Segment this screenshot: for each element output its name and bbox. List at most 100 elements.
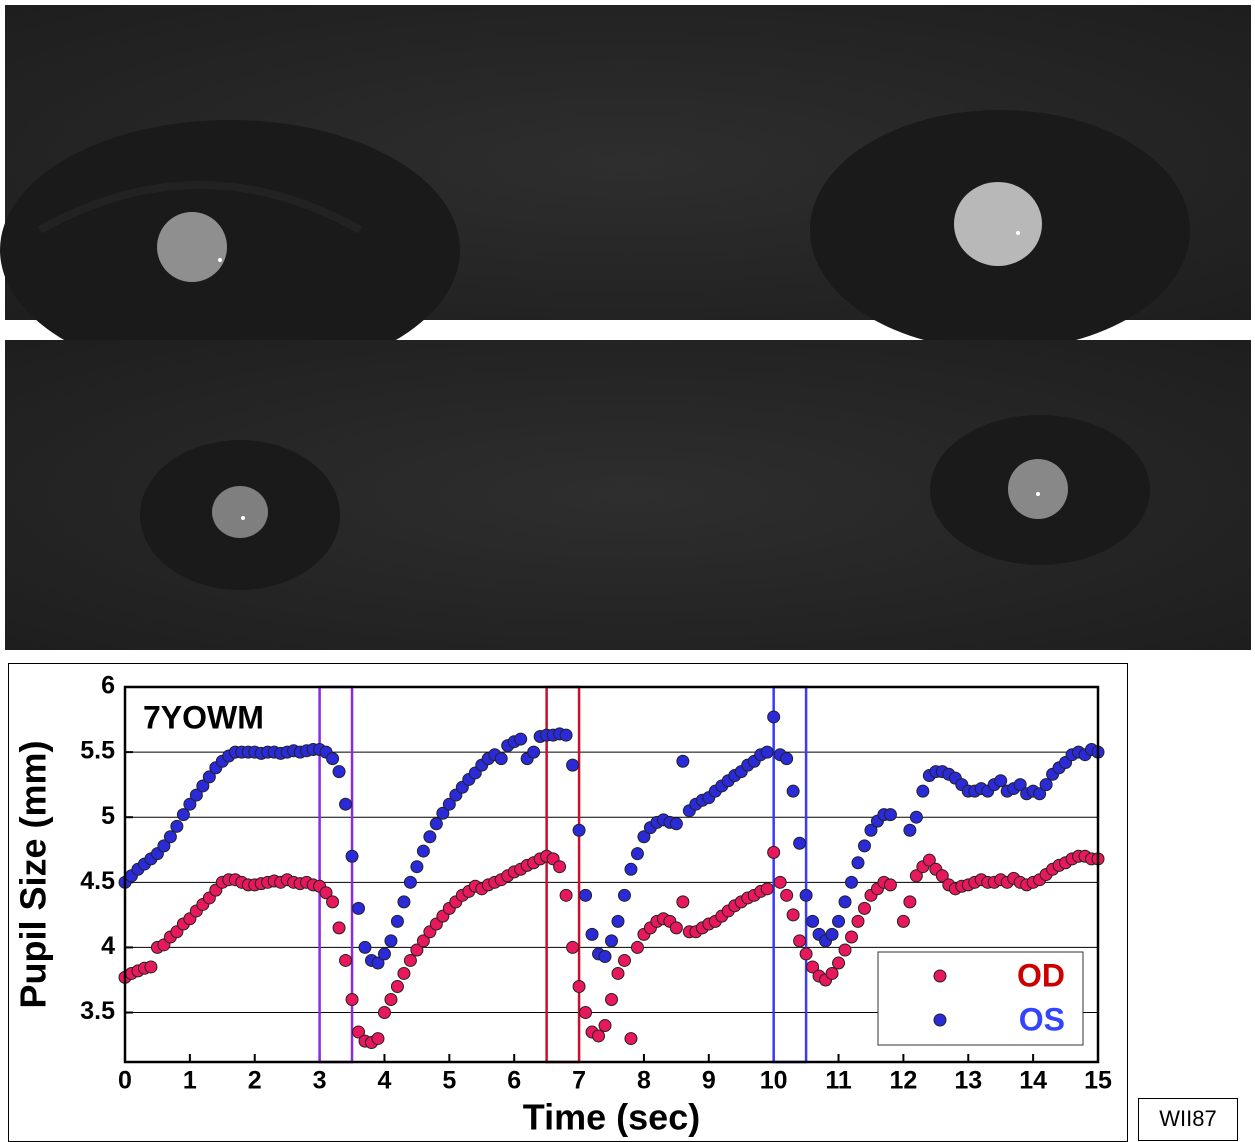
data-point (883, 878, 897, 892)
data-point (352, 1025, 366, 1039)
data-point (572, 979, 586, 993)
data-point (793, 836, 807, 850)
data-point (825, 927, 839, 941)
data-point (1033, 787, 1047, 801)
plot-border (123, 685, 1100, 1064)
data-point (384, 993, 398, 1006)
data-point (832, 956, 846, 970)
data-point (352, 901, 366, 915)
data-point (176, 808, 190, 822)
data-point (196, 779, 210, 793)
data-point (780, 888, 794, 902)
data-point (676, 754, 690, 768)
data-point (410, 860, 424, 874)
eye-photo-bottom (5, 340, 1251, 650)
data-point (566, 758, 580, 772)
data-point (183, 797, 197, 811)
x-tick-label: 2 (248, 1067, 262, 1095)
data-point (786, 784, 800, 798)
data-point (572, 823, 586, 837)
y-tick-label: 4 (101, 932, 115, 960)
data-point (825, 966, 839, 980)
data-point (760, 882, 774, 896)
data-point (202, 770, 216, 784)
data-point (332, 765, 346, 779)
data-point (494, 752, 508, 766)
data-point (617, 888, 631, 902)
data-point (326, 895, 340, 909)
data-point (332, 921, 346, 935)
data-point (786, 908, 800, 922)
y-tick-label: 5 (101, 802, 115, 830)
x-tick-label: 9 (702, 1067, 716, 1095)
data-point (637, 830, 651, 844)
data-point (669, 921, 683, 935)
data-point (630, 940, 644, 954)
x-tick-label: 12 (889, 1067, 917, 1095)
data-point (397, 966, 411, 980)
data-point (1039, 778, 1053, 792)
data-point (605, 993, 618, 1006)
data-point (144, 960, 158, 974)
x-tick-label: 11 (825, 1067, 852, 1095)
y-tick-label: 6 (101, 672, 115, 700)
data-point (403, 953, 417, 967)
data-point (909, 869, 923, 883)
data-point (377, 1006, 391, 1020)
data-point (189, 788, 203, 802)
data-point (922, 853, 936, 867)
data-point (806, 914, 820, 928)
data-point (806, 960, 820, 974)
legend-marker (933, 1013, 947, 1027)
data-point (326, 752, 340, 766)
annotation: 7YOWM (143, 699, 264, 735)
data-point (390, 979, 404, 993)
data-point (339, 953, 353, 967)
data-point (358, 940, 372, 954)
data-point (676, 895, 690, 909)
data-point (669, 817, 683, 831)
data-point (845, 875, 859, 889)
data-point (617, 953, 631, 967)
data-point (429, 817, 443, 831)
x-tick-label: 8 (637, 1067, 651, 1095)
data-point (767, 845, 781, 859)
data-point (773, 875, 787, 889)
data-point (566, 940, 580, 954)
data-point (345, 993, 359, 1006)
data-point (760, 745, 774, 759)
data-point (916, 784, 930, 798)
legend-label: OS (1019, 1001, 1065, 1037)
data-point (527, 745, 541, 759)
plot: 3.544.555.560 1 2 3 4 5 6 7 8 9 10 11 12 13 14 157YOWMT… (13, 672, 1112, 1138)
data-point (371, 1032, 385, 1046)
data-point (553, 860, 567, 874)
data-point (630, 847, 644, 861)
data-point (851, 914, 865, 928)
x-tick-label: 15 (1084, 1067, 1112, 1095)
data-point (611, 914, 625, 928)
data-point (371, 956, 385, 970)
label-box (1138, 1098, 1238, 1141)
data-point (592, 1029, 606, 1043)
data-point (579, 1006, 593, 1020)
data-point (799, 888, 813, 902)
data-point (838, 895, 852, 909)
data-point (579, 888, 593, 902)
data-point (1013, 778, 1027, 792)
data-point (339, 797, 353, 811)
data-point (864, 823, 878, 837)
legend-marker (933, 969, 947, 983)
x-tick-label: 7 (572, 1067, 586, 1095)
data-point (624, 1032, 638, 1046)
data-point (390, 914, 404, 928)
y-tick-label: 4.5 (80, 867, 115, 895)
data-point (767, 710, 781, 724)
data-point (857, 839, 871, 853)
data-point (799, 947, 813, 961)
data-point (598, 950, 612, 964)
x-axis-title: Time (sec) (523, 1097, 700, 1138)
data-point (994, 774, 1008, 788)
data-point (423, 830, 437, 844)
